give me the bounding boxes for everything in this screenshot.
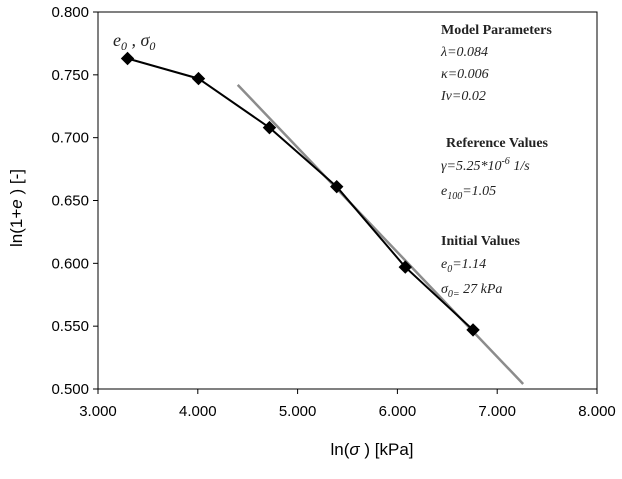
x-tick-label: 6.000 [379,403,417,420]
data-point-marker [330,179,344,194]
e0-value: e0=1.14 [441,257,486,275]
data-point-marker [262,120,277,135]
initial-point-label: e0 , σ0 [113,30,155,53]
model-parameters-title: Model Parameters [441,23,552,38]
iv-value: Iv=0.02 [440,89,486,104]
initial-values-title: Initial Values [441,234,521,249]
x-tick-label: 5.000 [279,403,317,420]
lambda-value: λ=0.084 [440,45,488,60]
kappa-value: κ=0.006 [441,67,489,82]
y-tick-label: 0.500 [51,381,89,398]
x-tick-label: 3.000 [79,403,117,420]
y-tick-label: 0.650 [51,193,89,210]
x-tick-label: 4.000 [179,403,217,420]
measured-series-line [127,57,474,331]
x-axis-title: ln(σ ) [kPa] [330,440,413,459]
e100-value: e100=1.05 [441,184,496,202]
data-point-marker [120,51,135,66]
x-tick-labels: 3.000 4.000 5.000 6.000 7.000 8.000 [79,403,616,420]
data-point-marker [466,323,480,337]
sigma0-value: σ0= 27 kPa [441,282,502,300]
gamma-value: γ=5.25*10-6 1/s [441,156,530,174]
y-tick-label: 0.550 [51,318,89,335]
series-layer [120,51,525,385]
data-point-marker [398,260,412,274]
y-tick-label: 0.800 [51,4,89,21]
x-tick-label: 8.000 [578,403,616,420]
y-tick-labels: 0.500 0.550 0.600 0.650 0.700 0.750 0.800 [51,4,89,398]
fit-line [236,84,525,385]
reference-values-title: Reference Values [446,136,549,151]
y-tick-label: 0.600 [51,255,89,272]
y-tick-label: 0.750 [51,67,89,84]
axis-ticks [93,11,598,394]
x-tick-label: 7.000 [478,403,516,420]
y-axis-title: ln(1+e ) [-] [7,169,26,247]
data-point-marker [191,71,206,86]
y-tick-label: 0.700 [51,130,89,147]
